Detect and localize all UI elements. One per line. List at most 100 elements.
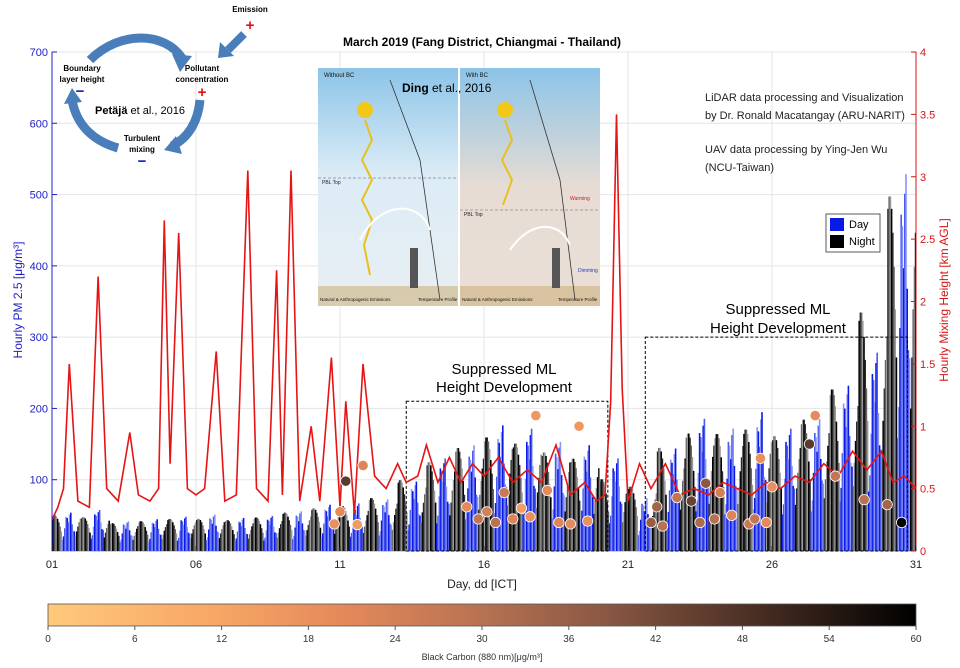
pm25-bar bbox=[467, 488, 469, 551]
pm25-bar bbox=[343, 507, 346, 551]
pm25-bar bbox=[554, 453, 557, 551]
pm25-bar bbox=[409, 509, 412, 551]
pm25-bar bbox=[601, 479, 604, 551]
pm25-bar bbox=[191, 533, 193, 551]
pm25-bar bbox=[658, 447, 660, 551]
pm25-bar bbox=[758, 446, 761, 551]
pm25-bar bbox=[510, 459, 512, 551]
pm25-bar bbox=[412, 491, 414, 551]
pm25-bar bbox=[421, 512, 424, 551]
pm25-bar bbox=[644, 500, 647, 551]
pm25-bar bbox=[631, 489, 634, 551]
pm25-bar bbox=[416, 502, 419, 551]
credit-line-2: by Dr. Ronald Macatangay (ARU-NARIT) bbox=[705, 110, 905, 122]
pm25-bar bbox=[296, 516, 299, 551]
pm25-bar bbox=[338, 512, 341, 551]
pm25-bar bbox=[397, 482, 400, 551]
pm25-bar bbox=[163, 530, 166, 551]
schematic-citation: Petäjä et al., 2016 bbox=[95, 105, 185, 117]
pm25-bar bbox=[904, 193, 906, 551]
pm25-bar bbox=[790, 428, 792, 551]
pm25-bar bbox=[816, 451, 818, 551]
pm25-bar bbox=[538, 477, 540, 551]
pm25-bar bbox=[203, 529, 205, 551]
pm25-bar bbox=[553, 486, 556, 551]
pm25-bar bbox=[636, 515, 638, 551]
bc-marker-17 bbox=[573, 420, 585, 432]
pm25-bar bbox=[906, 288, 908, 551]
pm25-bar bbox=[305, 535, 307, 551]
pm25-bar bbox=[701, 451, 703, 551]
pm25-bar bbox=[60, 531, 62, 551]
pm25-bar bbox=[278, 528, 281, 551]
pm25-bar bbox=[570, 461, 572, 551]
pm25-bar bbox=[782, 504, 785, 551]
pm25-bar bbox=[846, 394, 848, 551]
mixing-height-line bbox=[52, 114, 916, 521]
pm25-bar bbox=[439, 468, 442, 551]
pm25-bar bbox=[151, 522, 154, 551]
pm25-bar bbox=[575, 468, 577, 551]
pm25-bar bbox=[647, 514, 649, 551]
pm25-bar bbox=[440, 471, 443, 551]
bc-marker-7 bbox=[481, 506, 493, 518]
pm25-bar bbox=[797, 472, 799, 551]
pm25-bar bbox=[820, 458, 822, 551]
pm25-bar bbox=[72, 530, 74, 551]
pm25-bar bbox=[730, 459, 732, 551]
pm25-bar bbox=[464, 519, 467, 551]
pm25-bar bbox=[812, 472, 815, 551]
bc-marker-37 bbox=[858, 494, 870, 506]
ding-pbl-top-left: PBL Top bbox=[322, 180, 341, 186]
colorbar-tick-label-3: 18 bbox=[303, 634, 315, 645]
pm25-bar bbox=[419, 515, 421, 551]
pm25-bar bbox=[113, 524, 115, 551]
pm25-bar bbox=[53, 515, 55, 551]
pm25-bar bbox=[826, 461, 828, 551]
pm25-bar bbox=[400, 480, 402, 551]
pm25-bar bbox=[474, 477, 476, 551]
pm25-bar bbox=[77, 526, 79, 551]
pm25-bar bbox=[781, 514, 784, 551]
pm25-bar bbox=[281, 520, 283, 551]
pm25-bar bbox=[408, 524, 410, 551]
pm25-bar bbox=[420, 522, 422, 551]
pm25-bar bbox=[574, 461, 576, 551]
bc-marker-18 bbox=[582, 515, 594, 527]
pm25-bar bbox=[712, 456, 714, 551]
pm25-bar bbox=[112, 523, 114, 551]
pm25-bar bbox=[166, 524, 168, 551]
pm25-bar bbox=[85, 520, 88, 551]
pm25-bar bbox=[641, 503, 643, 551]
pm25-bar bbox=[376, 514, 378, 551]
pm25-bar bbox=[142, 522, 144, 551]
pm25-bar bbox=[692, 470, 695, 551]
pm25-bar bbox=[223, 522, 226, 551]
credits-block: LiDAR data processing and Visualization … bbox=[705, 92, 905, 174]
pm25-bar bbox=[386, 499, 389, 551]
pm25-bar bbox=[110, 523, 113, 551]
pm25-bar bbox=[632, 493, 635, 551]
pm25-bar bbox=[652, 515, 654, 551]
pm25-bar bbox=[300, 511, 302, 551]
pm25-bar bbox=[395, 508, 397, 551]
ding-citation: Ding et al., 2016 bbox=[402, 81, 492, 95]
pm25-bar bbox=[175, 533, 178, 551]
pm25-bar bbox=[872, 380, 875, 551]
pm25-bar bbox=[324, 509, 326, 551]
pm25-bar bbox=[149, 538, 151, 551]
pm25-bar bbox=[52, 516, 54, 551]
pm25-bar bbox=[635, 507, 637, 551]
pm25-bar bbox=[362, 533, 365, 551]
pm25-bar bbox=[899, 328, 901, 551]
pm25-bar bbox=[294, 527, 296, 551]
credit-line-4: (NCU-Taiwan) bbox=[705, 162, 774, 174]
pm25-bar bbox=[832, 389, 834, 551]
pm25-bar bbox=[796, 488, 798, 551]
pm25-bar bbox=[286, 514, 288, 551]
ding-pbl-top-right: PBL Top bbox=[464, 212, 483, 218]
credit-line-3: UAV data processing by Ying-Jen Wu bbox=[705, 144, 887, 156]
annotation-suppressed-2-line1: Suppressed ML bbox=[725, 301, 830, 318]
pm25-bar bbox=[539, 464, 541, 551]
pm25-bar bbox=[626, 486, 629, 551]
